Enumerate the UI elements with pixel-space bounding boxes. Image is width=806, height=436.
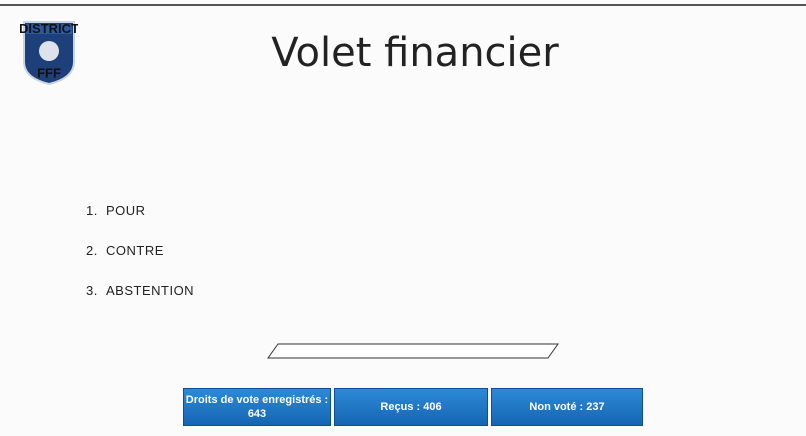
legend-item: ABSTENTION bbox=[102, 283, 194, 298]
legend: POUR CONTRE ABSTENTION bbox=[62, 203, 194, 323]
floor bbox=[267, 343, 559, 359]
legend-item: CONTRE bbox=[102, 243, 194, 258]
logo-text: FFF bbox=[37, 65, 61, 80]
logo-text: DISTRICT bbox=[20, 21, 78, 36]
title: Volet financier bbox=[271, 30, 559, 76]
footer: Droits de vote enregistrés : 643 Reçus : … bbox=[183, 388, 643, 426]
info-box: Non voté : 237 bbox=[491, 388, 643, 426]
info-box: Reçus : 406 bbox=[334, 388, 488, 426]
top-rule bbox=[0, 4, 806, 6]
legend-item: POUR bbox=[102, 203, 194, 218]
info-box: Droits de vote enregistrés : 643 bbox=[183, 388, 331, 426]
logo: DISTRICT FFF bbox=[20, 21, 78, 86]
